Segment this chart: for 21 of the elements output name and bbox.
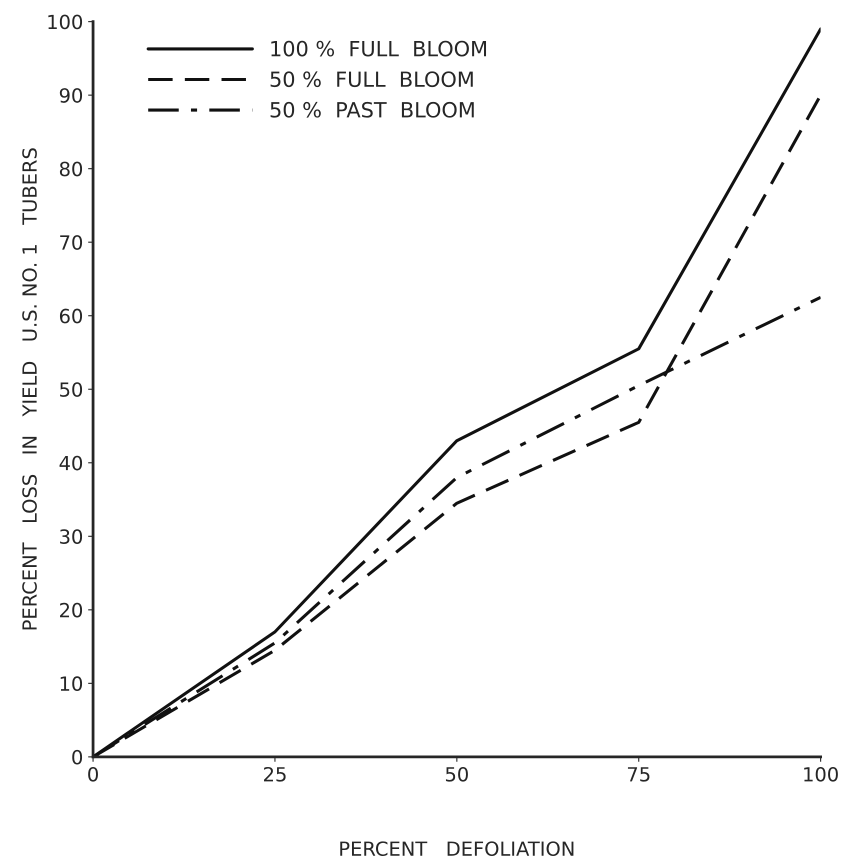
x-axis-title: PERCENT DEFOLIATION xyxy=(340,841,574,856)
y-tick-label: 50 xyxy=(60,382,82,397)
y-tick-label: 100 xyxy=(48,14,82,30)
legend-label: 50 % PAST BLOOM xyxy=(270,102,474,118)
x-tick-label: 25 xyxy=(264,766,286,782)
legend-label: 100 % FULL BLOOM xyxy=(271,40,486,56)
y-tick-label: 80 xyxy=(60,162,82,176)
y-tick-label: 10 xyxy=(60,676,82,692)
y-tick-label: 60 xyxy=(60,308,82,324)
y-tick-label: 20 xyxy=(60,602,82,618)
x-tick-label: 0 xyxy=(88,766,98,782)
y-tick-label: 90 xyxy=(60,88,82,103)
x-tick-label: 75 xyxy=(628,767,650,782)
x-tick-label: 50 xyxy=(446,766,468,782)
y-tick-label: 70 xyxy=(60,235,82,250)
y-tick-label: 40 xyxy=(60,456,82,470)
x-tick-label: 100 xyxy=(804,766,838,782)
y-tick-label: 30 xyxy=(60,529,82,544)
y-axis-title: PERCENT LOSS IN YIELD U.S. NO. 1 TUBERS xyxy=(22,148,37,630)
legend-label: 50 % FULL BLOOM xyxy=(270,71,473,88)
y-tick-label: 0 xyxy=(72,750,82,765)
